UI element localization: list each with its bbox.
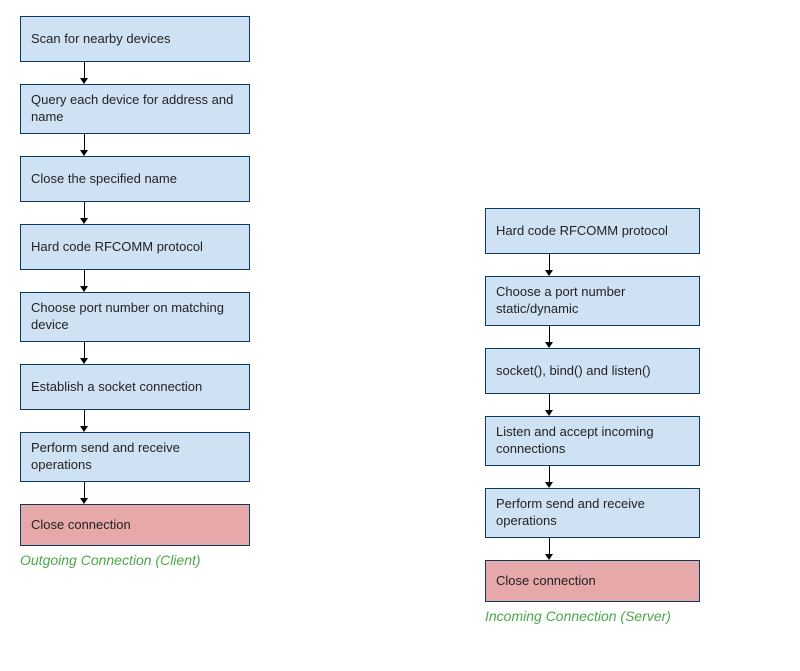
flowchart-node: Perform send and receive operations [20,432,250,482]
arrow-down-icon [80,62,88,84]
flowchart-caption: Outgoing Connection (Client) [20,552,201,568]
arrow-down-icon [545,326,553,348]
flowchart-node: Listen and accept incoming connections [485,416,700,466]
flowchart-node: Establish a socket connection [20,364,250,410]
flowchart-node-label: Close the specified name [31,171,177,188]
flowchart-node-label: Choose a port number static/dynamic [496,284,689,318]
flowchart-node: Query each device for address and name [20,84,250,134]
flowchart-node: Close the specified name [20,156,250,202]
arrow-down-icon [80,342,88,364]
flowchart-node: Hard code RFCOMM protocol [20,224,250,270]
flowchart-node-label: Establish a socket connection [31,379,202,396]
flowchart-node-label: Perform send and receive operations [31,440,239,474]
flowchart-node: socket(), bind() and listen() [485,348,700,394]
arrow-down-icon [545,538,553,560]
flowchart-node: Hard code RFCOMM protocol [485,208,700,254]
flowchart-node-label: Listen and accept incoming connections [496,424,689,458]
flowchart-node-label: Hard code RFCOMM protocol [31,239,203,256]
flowchart-node-label: Close connection [496,573,596,590]
arrow-down-icon [80,410,88,432]
flowchart-node-label: Scan for nearby devices [31,31,170,48]
arrow-down-icon [545,466,553,488]
arrow-down-icon [545,394,553,416]
flowchart-node-label: Close connection [31,517,131,534]
flowchart-node-label: socket(), bind() and listen() [496,363,651,380]
flowchart-node-label: Query each device for address and name [31,92,239,126]
arrow-down-icon [80,202,88,224]
flowchart-node: Close connection [485,560,700,602]
flowchart-node: Perform send and receive operations [485,488,700,538]
flowchart-caption: Incoming Connection (Server) [485,608,671,624]
flowchart-node: Choose port number on matching device [20,292,250,342]
flowchart-column-server: Hard code RFCOMM protocol Choose a port n… [485,208,700,624]
arrow-down-icon [80,482,88,504]
flowchart-node-label: Choose port number on matching device [31,300,239,334]
flowchart-node: Close connection [20,504,250,546]
flowchart-node: Choose a port number static/dynamic [485,276,700,326]
arrow-down-icon [80,134,88,156]
arrow-down-icon [80,270,88,292]
flowchart-node-label: Perform send and receive operations [496,496,689,530]
flowchart-node-label: Hard code RFCOMM protocol [496,223,668,240]
flowchart-column-client: Scan for nearby devices Query each device… [20,16,250,568]
arrow-down-icon [545,254,553,276]
flowchart-node: Scan for nearby devices [20,16,250,62]
